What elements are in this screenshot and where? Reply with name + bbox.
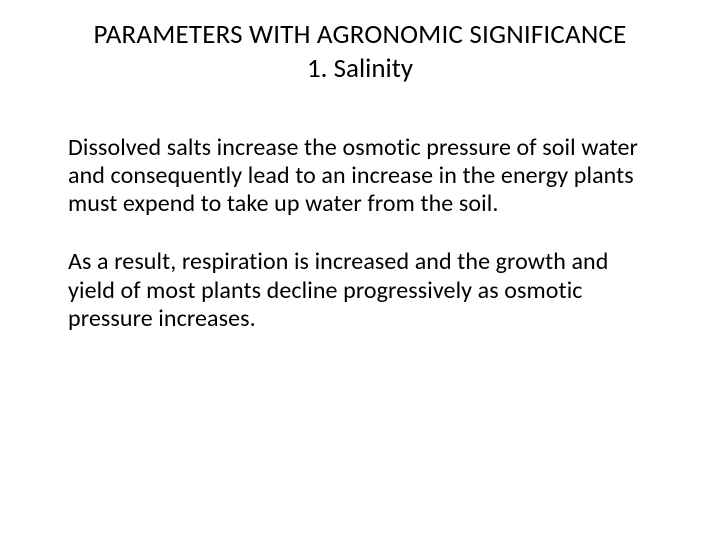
title-line-1: PARAMETERS WITH AGRONOMIC SIGNIFICANCE [40, 18, 680, 52]
body-block: Dissolved salts increase the osmotic pre… [40, 134, 680, 334]
paragraph-1: Dissolved salts increase the osmotic pre… [68, 134, 652, 219]
title-block: PARAMETERS WITH AGRONOMIC SIGNIFICANCE 1… [40, 18, 680, 86]
paragraph-2: As a result, respiration is increased an… [68, 248, 652, 333]
slide-container: PARAMETERS WITH AGRONOMIC SIGNIFICANCE 1… [0, 0, 720, 540]
title-line-2: 1. Salinity [40, 52, 680, 86]
